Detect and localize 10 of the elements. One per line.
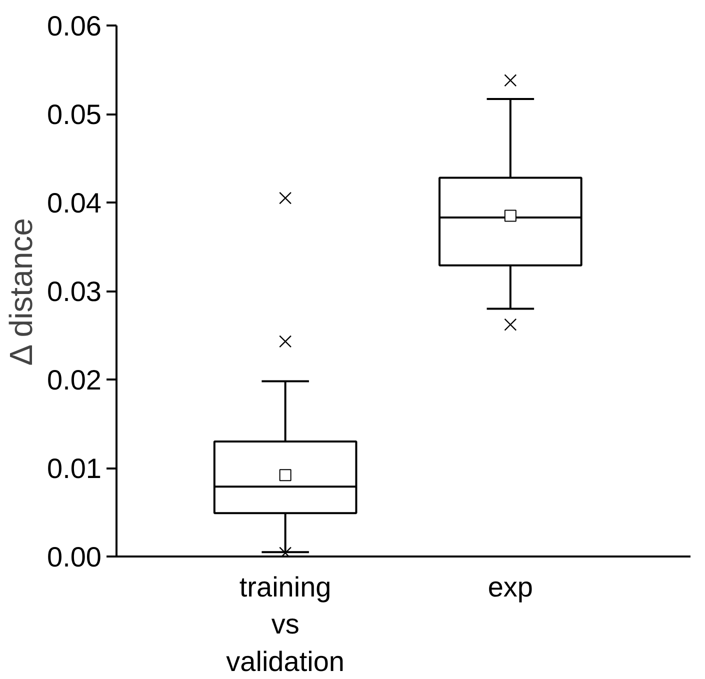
y-tick-label: 0.02 (47, 364, 102, 396)
y-tick-label: 0.05 (47, 99, 102, 130)
x-tick-label: training vs validation (226, 572, 344, 677)
y-tick-label: 0.04 (47, 188, 102, 218)
y-tick-label: 0.03 (47, 276, 102, 307)
y-tick-label: 0.01 (47, 453, 102, 484)
x-tick-label: exp (488, 572, 534, 602)
y-tick-label: 0.06 (47, 10, 102, 42)
y-axis-title: Δ distance (3, 218, 40, 366)
y-tick-label: 0.00 (47, 542, 102, 572)
